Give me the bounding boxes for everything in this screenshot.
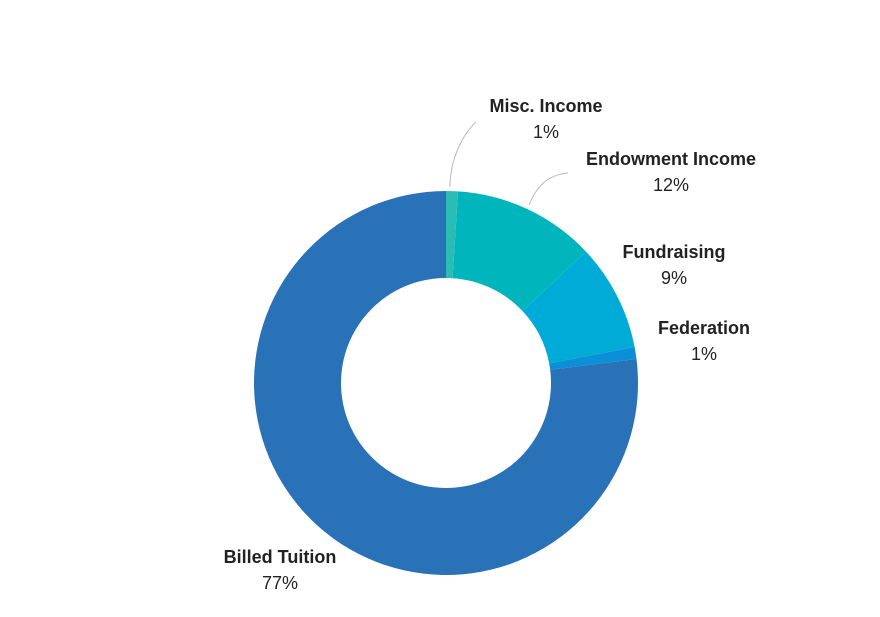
slice-value: 77%: [262, 573, 298, 593]
donut-slice: [254, 191, 638, 575]
donut-slice: [446, 191, 459, 279]
slice-label: Federation: [658, 318, 750, 338]
leader-line: [449, 121, 477, 188]
slice-label: Billed Tuition: [224, 547, 337, 567]
slice-label: Endowment Income: [586, 149, 756, 169]
slice-label: Fundraising: [623, 242, 726, 262]
donut-slice: [522, 251, 635, 364]
slice-value: 12%: [653, 175, 689, 195]
donut-slice: [549, 347, 637, 370]
donut-slice: [452, 191, 586, 312]
slice-label: Misc. Income: [489, 96, 602, 116]
leader-line: [528, 172, 569, 206]
slice-value: 9%: [661, 268, 687, 288]
slice-value: 1%: [691, 344, 717, 364]
slice-value: 1%: [533, 122, 559, 142]
